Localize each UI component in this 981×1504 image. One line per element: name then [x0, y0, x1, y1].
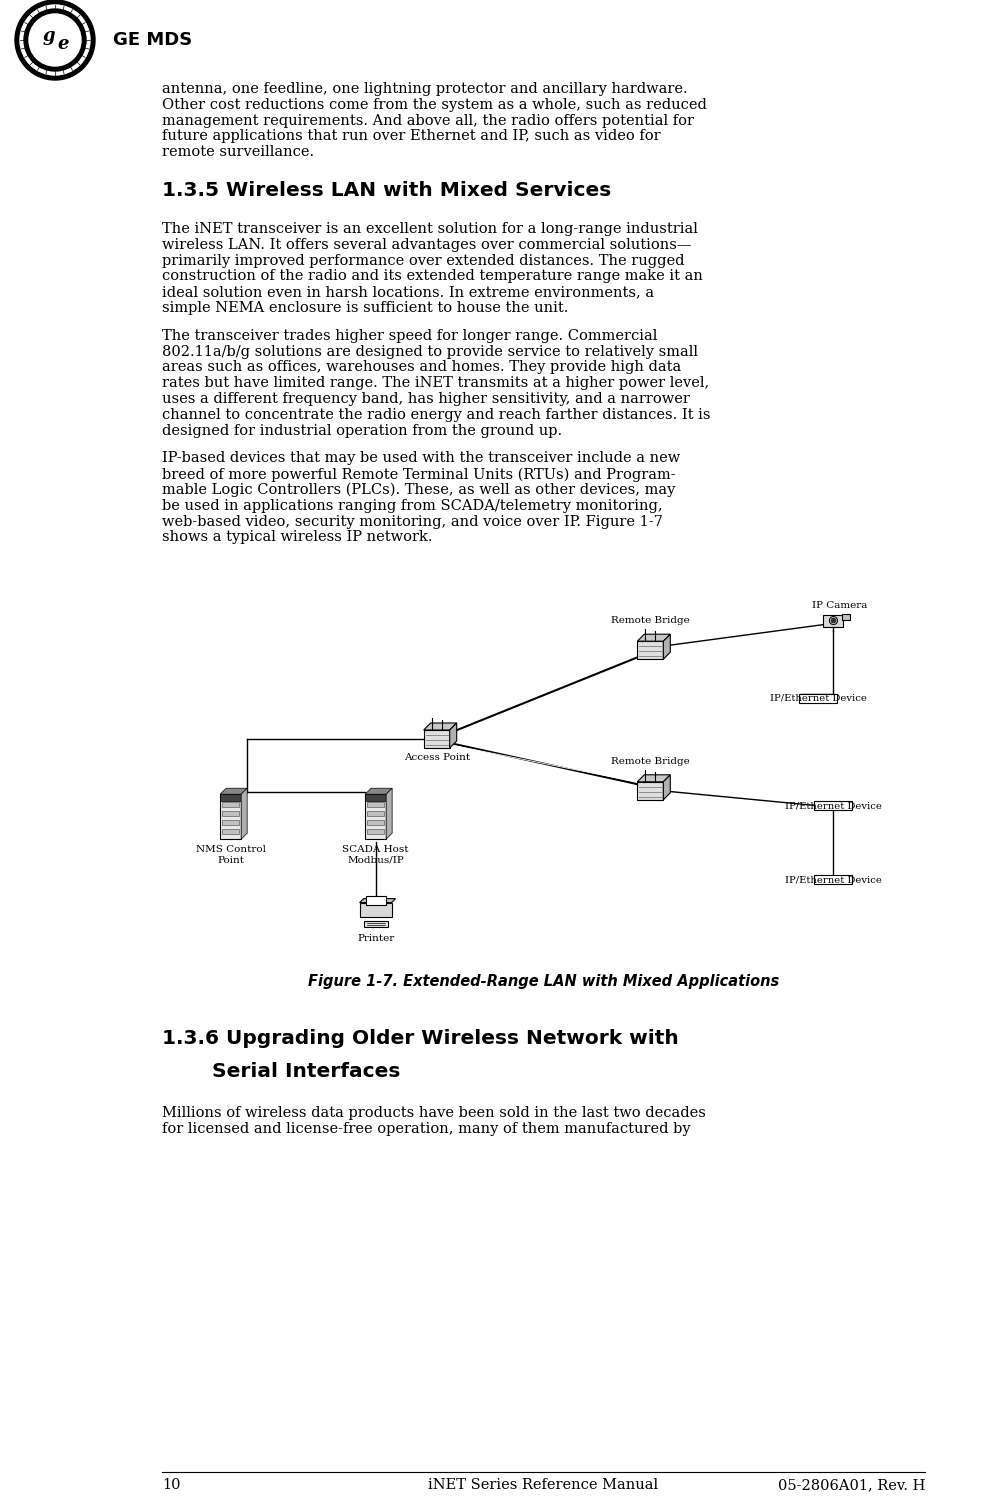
FancyBboxPatch shape — [367, 820, 385, 826]
Text: primarily improved performance over extended distances. The rugged: primarily improved performance over exte… — [162, 254, 685, 268]
FancyBboxPatch shape — [222, 829, 239, 835]
Text: designed for industrial operation from the ground up.: designed for industrial operation from t… — [162, 424, 562, 438]
Text: simple NEMA enclosure is sufficient to house the unit.: simple NEMA enclosure is sufficient to h… — [162, 301, 568, 314]
FancyBboxPatch shape — [800, 693, 837, 702]
FancyBboxPatch shape — [367, 811, 385, 817]
Circle shape — [29, 14, 81, 66]
Text: channel to concentrate the radio energy and reach farther distances. It is: channel to concentrate the radio energy … — [162, 408, 710, 421]
FancyBboxPatch shape — [823, 615, 844, 627]
Text: IP-based devices that may be used with the transceiver include a new: IP-based devices that may be used with t… — [162, 451, 680, 465]
Text: 10: 10 — [162, 1478, 181, 1492]
Text: Serial Interfaces: Serial Interfaces — [212, 1062, 400, 1081]
Circle shape — [20, 5, 90, 75]
Text: iNET Series Reference Manual: iNET Series Reference Manual — [429, 1478, 658, 1492]
Text: IP/Ethernet Device: IP/Ethernet Device — [770, 693, 866, 702]
Text: shows a typical wireless IP network.: shows a typical wireless IP network. — [162, 531, 433, 544]
FancyBboxPatch shape — [222, 802, 239, 808]
FancyBboxPatch shape — [365, 794, 387, 802]
Text: GE MDS: GE MDS — [113, 32, 192, 50]
FancyBboxPatch shape — [843, 614, 851, 620]
Text: Remote Bridge: Remote Bridge — [611, 617, 690, 626]
Text: SCADA Host
Modbus/IP: SCADA Host Modbus/IP — [342, 845, 409, 865]
Text: Other cost reductions come from the system as a whole, such as reduced: Other cost reductions come from the syst… — [162, 98, 707, 111]
Text: IP/Ethernet Device: IP/Ethernet Device — [785, 802, 882, 811]
Text: web-based video, security monitoring, and voice over IP. Figure 1-7: web-based video, security monitoring, an… — [162, 514, 663, 528]
Circle shape — [830, 617, 838, 624]
Text: wireless LAN. It offers several advantages over commercial solutions—: wireless LAN. It offers several advantag… — [162, 238, 692, 251]
Text: uses a different frequency band, has higher sensitivity, and a narrower: uses a different frequency band, has hig… — [162, 393, 690, 406]
Polygon shape — [449, 723, 457, 747]
Polygon shape — [638, 635, 670, 641]
Polygon shape — [365, 788, 392, 794]
Text: Figure 1-7. Extended-Range LAN with Mixed Applications: Figure 1-7. Extended-Range LAN with Mixe… — [308, 975, 779, 990]
Text: g: g — [43, 27, 55, 45]
FancyBboxPatch shape — [638, 641, 663, 659]
Polygon shape — [241, 788, 247, 839]
Text: construction of the radio and its extended temperature range make it an: construction of the radio and its extend… — [162, 269, 702, 283]
Text: mable Logic Controllers (PLCs). These, as well as other devices, may: mable Logic Controllers (PLCs). These, a… — [162, 483, 675, 498]
Polygon shape — [387, 788, 392, 839]
Text: ideal solution even in harsh locations. In extreme environments, a: ideal solution even in harsh locations. … — [162, 286, 654, 299]
Polygon shape — [663, 775, 670, 800]
FancyBboxPatch shape — [365, 794, 387, 839]
FancyBboxPatch shape — [222, 820, 239, 826]
Polygon shape — [424, 723, 457, 729]
Text: IP/Ethernet Device: IP/Ethernet Device — [785, 875, 882, 884]
Text: e: e — [57, 35, 69, 53]
Text: antenna, one feedline, one lightning protector and ancillary hardware.: antenna, one feedline, one lightning pro… — [162, 83, 688, 96]
FancyBboxPatch shape — [220, 794, 241, 839]
Text: Printer: Printer — [357, 934, 394, 943]
Circle shape — [15, 0, 95, 80]
FancyBboxPatch shape — [638, 782, 663, 800]
Text: management requirements. And above all, the radio offers potential for: management requirements. And above all, … — [162, 114, 694, 128]
Circle shape — [24, 9, 86, 71]
Text: 1.3.5 Wireless LAN with Mixed Services: 1.3.5 Wireless LAN with Mixed Services — [162, 180, 611, 200]
Text: future applications that run over Ethernet and IP, such as video for: future applications that run over Ethern… — [162, 129, 660, 143]
FancyBboxPatch shape — [814, 875, 852, 884]
FancyBboxPatch shape — [367, 829, 385, 835]
Polygon shape — [638, 775, 670, 782]
Text: 1.3.6 Upgrading Older Wireless Network with: 1.3.6 Upgrading Older Wireless Network w… — [162, 1029, 679, 1048]
Text: areas such as offices, warehouses and homes. They provide high data: areas such as offices, warehouses and ho… — [162, 361, 681, 374]
FancyBboxPatch shape — [360, 902, 391, 916]
FancyBboxPatch shape — [424, 729, 449, 747]
Text: Millions of wireless data products have been sold in the last two decades: Millions of wireless data products have … — [162, 1107, 706, 1120]
Text: 802.11a/b/g solutions are designed to provide service to relatively small: 802.11a/b/g solutions are designed to pr… — [162, 344, 698, 358]
FancyBboxPatch shape — [222, 811, 239, 817]
FancyBboxPatch shape — [366, 895, 386, 904]
Text: The iNET transceiver is an excellent solution for a long-range industrial: The iNET transceiver is an excellent sol… — [162, 223, 697, 236]
FancyBboxPatch shape — [220, 794, 241, 802]
Text: IP Camera: IP Camera — [811, 600, 867, 609]
Polygon shape — [360, 898, 395, 902]
Polygon shape — [220, 788, 247, 794]
Text: remote surveillance.: remote surveillance. — [162, 146, 314, 159]
Text: Remote Bridge: Remote Bridge — [611, 757, 690, 766]
Polygon shape — [663, 635, 670, 659]
Circle shape — [831, 618, 836, 623]
Text: The transceiver trades higher speed for longer range. Commercial: The transceiver trades higher speed for … — [162, 329, 657, 343]
Text: for licensed and license-free operation, many of them manufactured by: for licensed and license-free operation,… — [162, 1122, 691, 1136]
Text: breed of more powerful Remote Terminal Units (RTUs) and Program-: breed of more powerful Remote Terminal U… — [162, 468, 676, 481]
Text: NMS Control
Point: NMS Control Point — [195, 845, 266, 865]
FancyBboxPatch shape — [367, 802, 385, 808]
Text: Access Point: Access Point — [403, 754, 470, 763]
FancyBboxPatch shape — [814, 802, 852, 809]
Text: be used in applications ranging from SCADA/telemetry monitoring,: be used in applications ranging from SCA… — [162, 499, 662, 513]
Text: rates but have limited range. The iNET transmits at a higher power level,: rates but have limited range. The iNET t… — [162, 376, 709, 390]
Text: 05-2806A01, Rev. H: 05-2806A01, Rev. H — [778, 1478, 925, 1492]
FancyBboxPatch shape — [364, 920, 387, 926]
